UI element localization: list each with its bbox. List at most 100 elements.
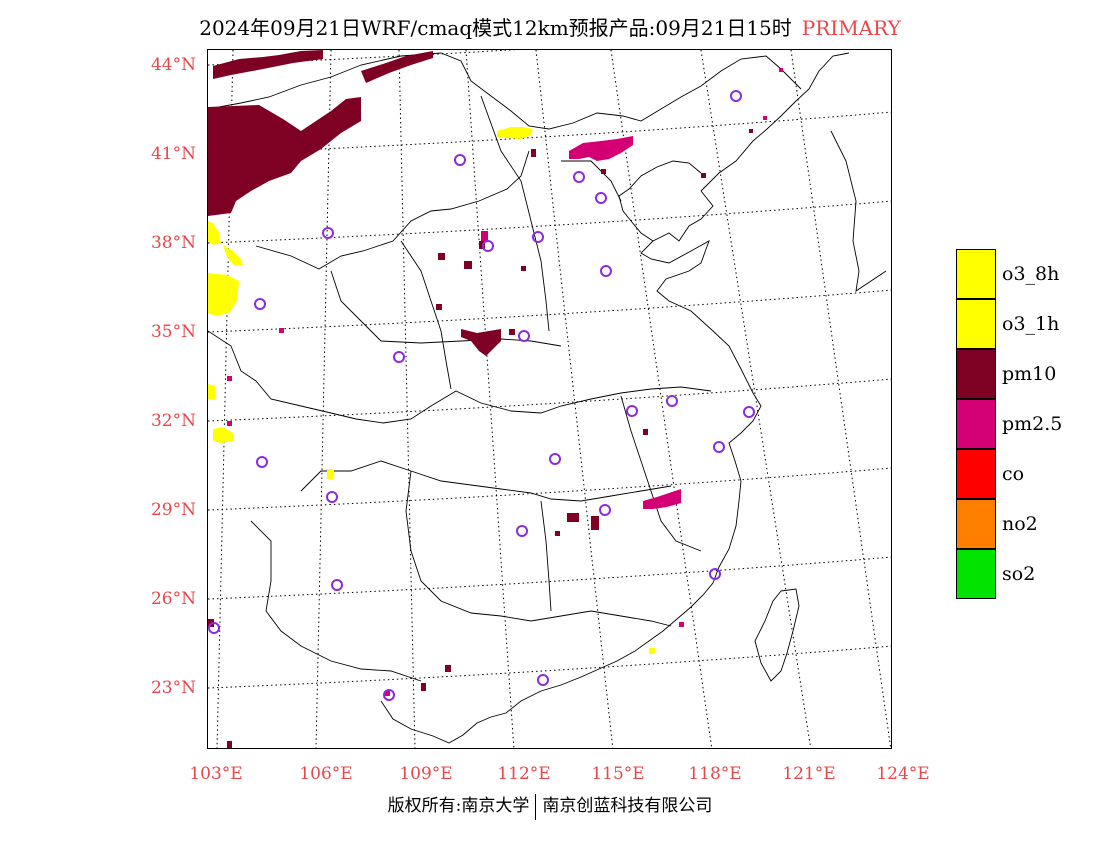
o3-region-west-e xyxy=(213,427,233,443)
legend-item-so2: so2 xyxy=(956,549,1100,599)
lat-label-29: 29°N xyxy=(150,500,196,520)
station-ring xyxy=(600,265,612,277)
boundaries xyxy=(208,52,887,744)
pm10-cell xyxy=(421,683,426,691)
station-ring xyxy=(518,330,530,342)
pm25-cell xyxy=(227,421,232,426)
pm25-cell xyxy=(763,116,767,120)
map-plot-area xyxy=(207,49,892,749)
lon-label-115: 115°E xyxy=(591,764,645,784)
o3-region-west-a xyxy=(208,273,239,316)
lat-label-26: 26°N xyxy=(150,589,196,609)
pm25-cell xyxy=(279,328,284,333)
map-title: 2024年09月21日WRF/cmaq模式12km预报产品:09月21日15时 P… xyxy=(0,12,1100,41)
station-ring xyxy=(254,298,266,310)
lon-line-115 xyxy=(535,50,614,748)
lon-label-103: 103°E xyxy=(189,764,243,784)
lon-label-124: 124°E xyxy=(876,764,930,784)
legend-label: so2 xyxy=(1002,563,1036,585)
lat-line-29 xyxy=(208,467,891,511)
station-ring xyxy=(549,453,561,465)
pm10-cell xyxy=(521,266,526,271)
lat-label-38: 38°N xyxy=(150,233,196,253)
station-ring xyxy=(331,579,343,591)
lat-label-32: 32°N xyxy=(150,411,196,431)
legend-label: pm10 xyxy=(1002,363,1057,385)
o3-cell xyxy=(327,469,334,479)
legend-swatch xyxy=(956,249,996,299)
station-ring xyxy=(713,441,725,453)
pm10-cell xyxy=(464,261,472,269)
title-primary-tag: PRIMARY xyxy=(801,16,901,40)
pm25-cell xyxy=(481,231,488,241)
o3-region-west-b xyxy=(208,221,221,245)
pm10-region-north-strip xyxy=(213,50,323,79)
station-ring xyxy=(516,525,528,537)
station-ring xyxy=(322,227,334,239)
lat-line-38 xyxy=(208,200,891,244)
pm10-cell xyxy=(509,329,515,335)
pm10-cell xyxy=(531,149,536,157)
station-ring xyxy=(383,689,395,701)
legend-item-no2: no2 xyxy=(956,499,1100,549)
copyright-divider xyxy=(535,793,537,820)
station-ring xyxy=(326,491,338,503)
o3-region-west-d xyxy=(208,384,215,399)
pm10-cell xyxy=(567,513,579,522)
map-canvas xyxy=(208,50,891,748)
lat-line-35 xyxy=(208,289,891,333)
lat-line-26 xyxy=(208,556,891,600)
legend-swatch xyxy=(956,299,996,349)
legend-label: co xyxy=(1002,463,1025,485)
legend-item-co: co xyxy=(956,449,1100,499)
legend-swatch xyxy=(956,399,996,449)
pm10-cell xyxy=(445,665,451,672)
lon-line-118 xyxy=(610,50,713,748)
pm10-regions xyxy=(208,50,753,748)
lon-label-109: 109°E xyxy=(399,764,453,784)
pm10-cell xyxy=(701,173,706,178)
lat-line-32 xyxy=(208,378,891,422)
pollutant-legend: o3_8h o3_1h pm10 pm2.5 co no2 so2 xyxy=(956,249,1100,599)
lon-line-109 xyxy=(398,50,416,748)
station-ring xyxy=(393,351,405,363)
coastline xyxy=(380,52,850,744)
station-ring xyxy=(709,568,721,580)
legend-label: no2 xyxy=(1002,513,1038,535)
o3-region-north xyxy=(497,127,533,139)
copyright-right: 南京创蓝科技有限公司 xyxy=(542,796,713,816)
o3-region-west-c xyxy=(223,245,243,266)
station-ring xyxy=(482,240,494,252)
copyright-left: 版权所有:南京大学 xyxy=(387,796,530,816)
legend-label: o3_1h xyxy=(1002,313,1060,335)
station-ring xyxy=(595,192,607,204)
pm10-cell xyxy=(601,169,606,174)
legend-item-o3-8h: o3_8h xyxy=(956,249,1100,299)
pm10-cell xyxy=(555,531,560,536)
station-ring xyxy=(599,504,611,516)
graticule xyxy=(208,50,891,748)
legend-swatch xyxy=(956,549,996,599)
o3-regions xyxy=(208,127,655,654)
lat-label-35: 35°N xyxy=(150,322,196,342)
lon-label-121: 121°E xyxy=(782,764,836,784)
lon-label-106: 106°E xyxy=(299,764,353,784)
bohai-coast xyxy=(618,160,702,242)
lat-label-44: 44°N xyxy=(150,55,196,75)
station-ring xyxy=(208,622,220,634)
copyright-footer: 版权所有:南京大学 南京创蓝科技有限公司 xyxy=(0,791,1100,820)
border-north xyxy=(208,52,802,130)
pm25-cell xyxy=(779,68,783,72)
pm25-cell xyxy=(679,622,684,627)
pm10-region-northwest xyxy=(208,97,361,216)
o3-cell xyxy=(649,648,655,654)
station-ring xyxy=(537,674,549,686)
station-rings xyxy=(208,90,755,701)
legend-item-o3-1h: o3_1h xyxy=(956,299,1100,349)
station-ring xyxy=(256,456,268,468)
station-ring xyxy=(454,154,466,166)
station-ring xyxy=(626,405,638,417)
lon-label-112: 112°E xyxy=(497,764,551,784)
lat-line-23 xyxy=(208,645,891,689)
pm10-region-north-strip2 xyxy=(361,51,433,83)
